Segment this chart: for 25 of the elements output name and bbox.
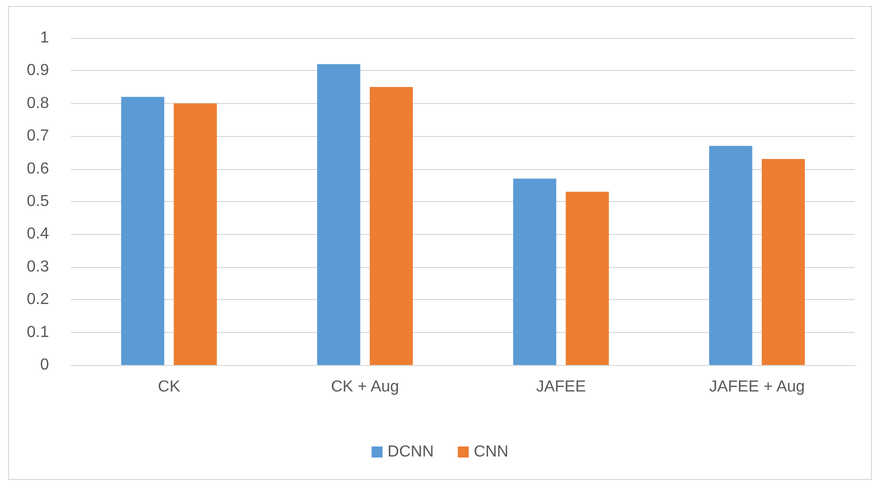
bar (370, 87, 413, 365)
bar (174, 103, 217, 365)
bar (121, 96, 164, 365)
y-tick-label: 0.2 (26, 291, 50, 308)
y-tick-label: 0 (40, 356, 50, 374)
y-tick-label: 0.6 (26, 160, 50, 178)
bar (317, 64, 360, 365)
x-tick-label: CK (158, 378, 180, 396)
y-tick-label: 0.3 (26, 258, 50, 276)
x-tick-label: CK + Aug (330, 378, 400, 396)
y-tick-label: 0.1 (26, 324, 50, 341)
y-tick-label: 0.8 (26, 94, 50, 112)
x-tick-label: JAFEE (536, 378, 586, 396)
x-tick-label: JAFEE + Aug (709, 378, 805, 396)
y-tick-label: 1 (40, 30, 50, 46)
legend-label: DCNN (388, 444, 434, 460)
y-tick-label: 0.4 (26, 226, 50, 243)
y-tick-label: 0.5 (26, 193, 50, 210)
bar (513, 178, 556, 365)
bar (566, 192, 609, 365)
bar (762, 158, 805, 365)
y-tick-label: 0.7 (26, 128, 50, 145)
bar (709, 146, 752, 365)
y-tick-label: 0.9 (26, 62, 50, 80)
legend-label: CNN (474, 444, 508, 460)
